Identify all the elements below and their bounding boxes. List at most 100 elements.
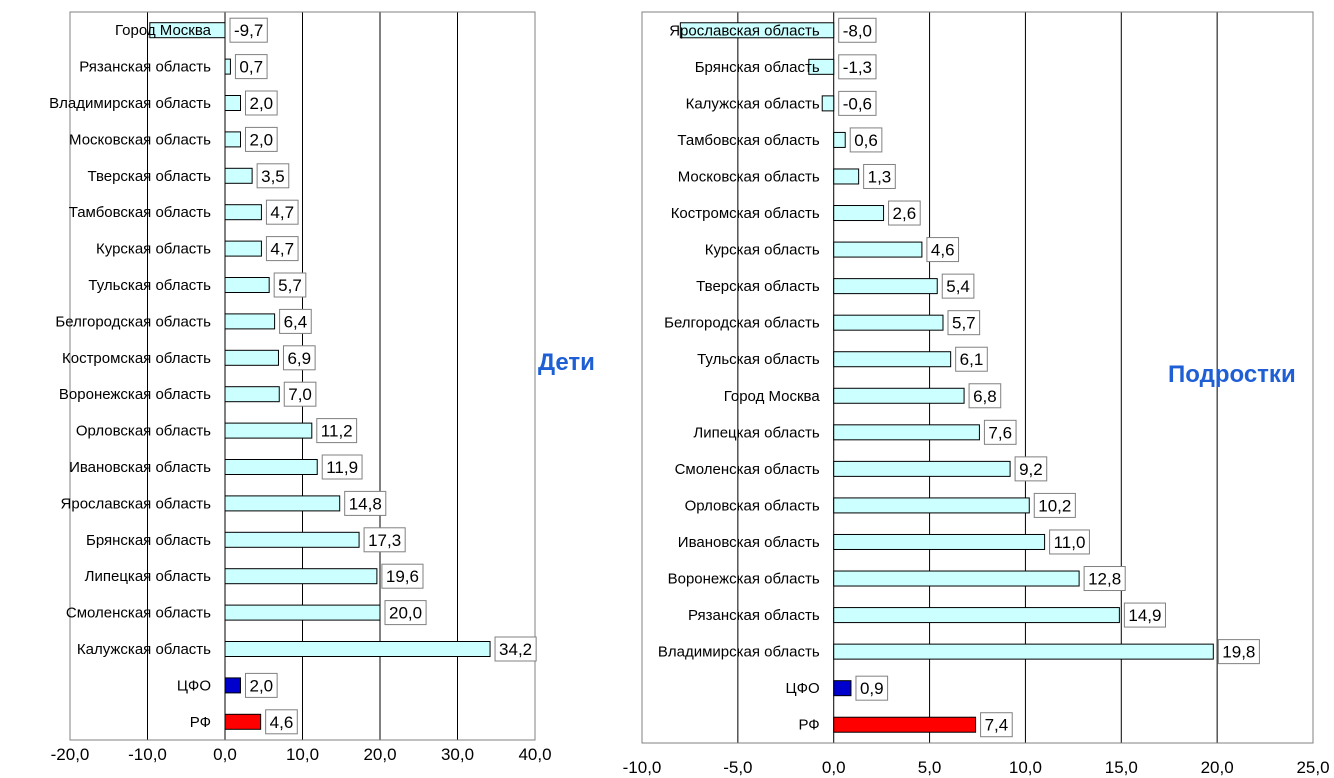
category-label: Смоленская область	[66, 605, 211, 622]
category-label: Рязанская область	[688, 607, 820, 624]
bar	[833, 351, 952, 368]
value-label: 0,6	[854, 131, 878, 150]
value-label: 4,7	[270, 240, 294, 259]
value-label: 11,9	[326, 458, 358, 477]
value-label-box	[1049, 529, 1090, 555]
category-label: Тульская область	[88, 277, 211, 294]
bar	[833, 643, 1214, 660]
value-label: 14,8	[349, 494, 382, 513]
value-label-box	[983, 419, 1017, 445]
children-chart-title: Дети	[538, 349, 595, 376]
value-label-box	[926, 237, 960, 263]
category-label: Калужская область	[686, 95, 820, 112]
category-label: Ярославская область	[669, 22, 820, 39]
x-tick-label: 10,0	[1009, 758, 1042, 777]
category-label: Тверская область	[696, 278, 820, 295]
bar	[224, 313, 276, 330]
value-label-box	[1033, 492, 1076, 518]
value-label-box	[381, 563, 424, 589]
x-tick-label: 40,0	[518, 745, 551, 764]
value-label: 7,4	[985, 716, 1009, 735]
bar	[224, 167, 253, 184]
value-label-box	[838, 54, 877, 80]
value-label-box	[234, 54, 268, 80]
x-tick-label: -10,0	[128, 745, 167, 764]
bar	[224, 131, 241, 148]
category-label: Ивановская область	[678, 534, 820, 551]
value-label: 0,7	[239, 58, 263, 77]
category-label: Воронежская область	[59, 386, 211, 403]
value-label-box	[980, 712, 1013, 738]
bar	[224, 531, 360, 548]
category-label: Белгородская область	[664, 315, 820, 332]
value-label: 20,0	[389, 604, 422, 623]
category-label: Брянская область	[86, 532, 211, 549]
category-label: Тамбовская область	[69, 204, 211, 221]
value-label: 2,0	[250, 94, 274, 113]
value-label: 19,6	[386, 567, 419, 586]
bar	[833, 716, 977, 733]
plot-frame	[641, 11, 1314, 744]
bar	[833, 241, 923, 258]
category-label: РФ	[190, 714, 211, 731]
category-label: РФ	[798, 717, 819, 734]
category-label: Курская область	[705, 242, 820, 259]
value-label: 12,8	[1088, 570, 1121, 589]
value-label-box	[229, 17, 268, 43]
bar	[808, 58, 835, 75]
value-label-box	[344, 490, 387, 516]
bar	[224, 604, 381, 621]
value-label-box	[838, 17, 877, 43]
category-label: Курская область	[96, 241, 211, 258]
bar	[224, 240, 262, 257]
category-label: Владимирская область	[49, 95, 211, 112]
bar	[833, 533, 1046, 550]
category-label: Орловская область	[76, 423, 211, 440]
children-chart: -20,0 -10,0 0,0 10,0 20,0 30,0 40,0 Город Москв…	[49, 11, 552, 764]
value-label-box	[855, 675, 889, 701]
value-label: -9,7	[234, 21, 263, 40]
category-label: Рязанская область	[79, 59, 211, 76]
value-label-box	[849, 127, 883, 153]
bar	[224, 641, 491, 657]
x-tick-label: 0,0	[213, 745, 237, 764]
value-label-box	[265, 709, 298, 735]
value-label: 0,9	[860, 679, 884, 698]
bar	[224, 349, 279, 366]
category-label: Воронежская область	[668, 571, 820, 588]
value-label-box	[363, 527, 406, 553]
bar	[224, 58, 231, 75]
value-label-box	[256, 163, 290, 189]
bar	[833, 168, 860, 185]
bar	[224, 677, 241, 694]
value-label: 11,0	[1054, 533, 1086, 552]
x-tick-label: 15,0	[1105, 758, 1138, 777]
value-label-box	[279, 308, 312, 334]
value-label-box	[888, 200, 921, 226]
value-label: 4,6	[270, 713, 294, 732]
value-label: 6,8	[973, 387, 997, 406]
bar	[224, 386, 280, 403]
value-label: 11,2	[321, 422, 353, 441]
value-label-box	[1123, 602, 1166, 628]
bar	[224, 422, 313, 439]
bar	[679, 22, 835, 39]
value-label-box	[1217, 639, 1260, 665]
bar	[833, 460, 1011, 477]
teens-chart: -10,0 -5,0 0,0 5,0 10,0 15,0 20,0 25,0 Ярославск…	[623, 11, 1330, 777]
value-label-box	[282, 345, 316, 371]
bar	[833, 497, 1030, 514]
category-label: Орловская область	[685, 497, 820, 514]
category-label: Калужская область	[77, 641, 211, 658]
category-label: Брянская область	[695, 59, 820, 76]
value-label-box	[838, 90, 877, 116]
value-label-box	[245, 90, 278, 116]
category-label: Московская область	[69, 131, 211, 148]
bar	[833, 607, 1120, 624]
value-label: 5,7	[278, 276, 302, 295]
x-tick-label: 5,0	[918, 758, 942, 777]
value-label: 6,4	[284, 312, 308, 331]
bar	[149, 22, 226, 39]
bar	[224, 95, 241, 111]
